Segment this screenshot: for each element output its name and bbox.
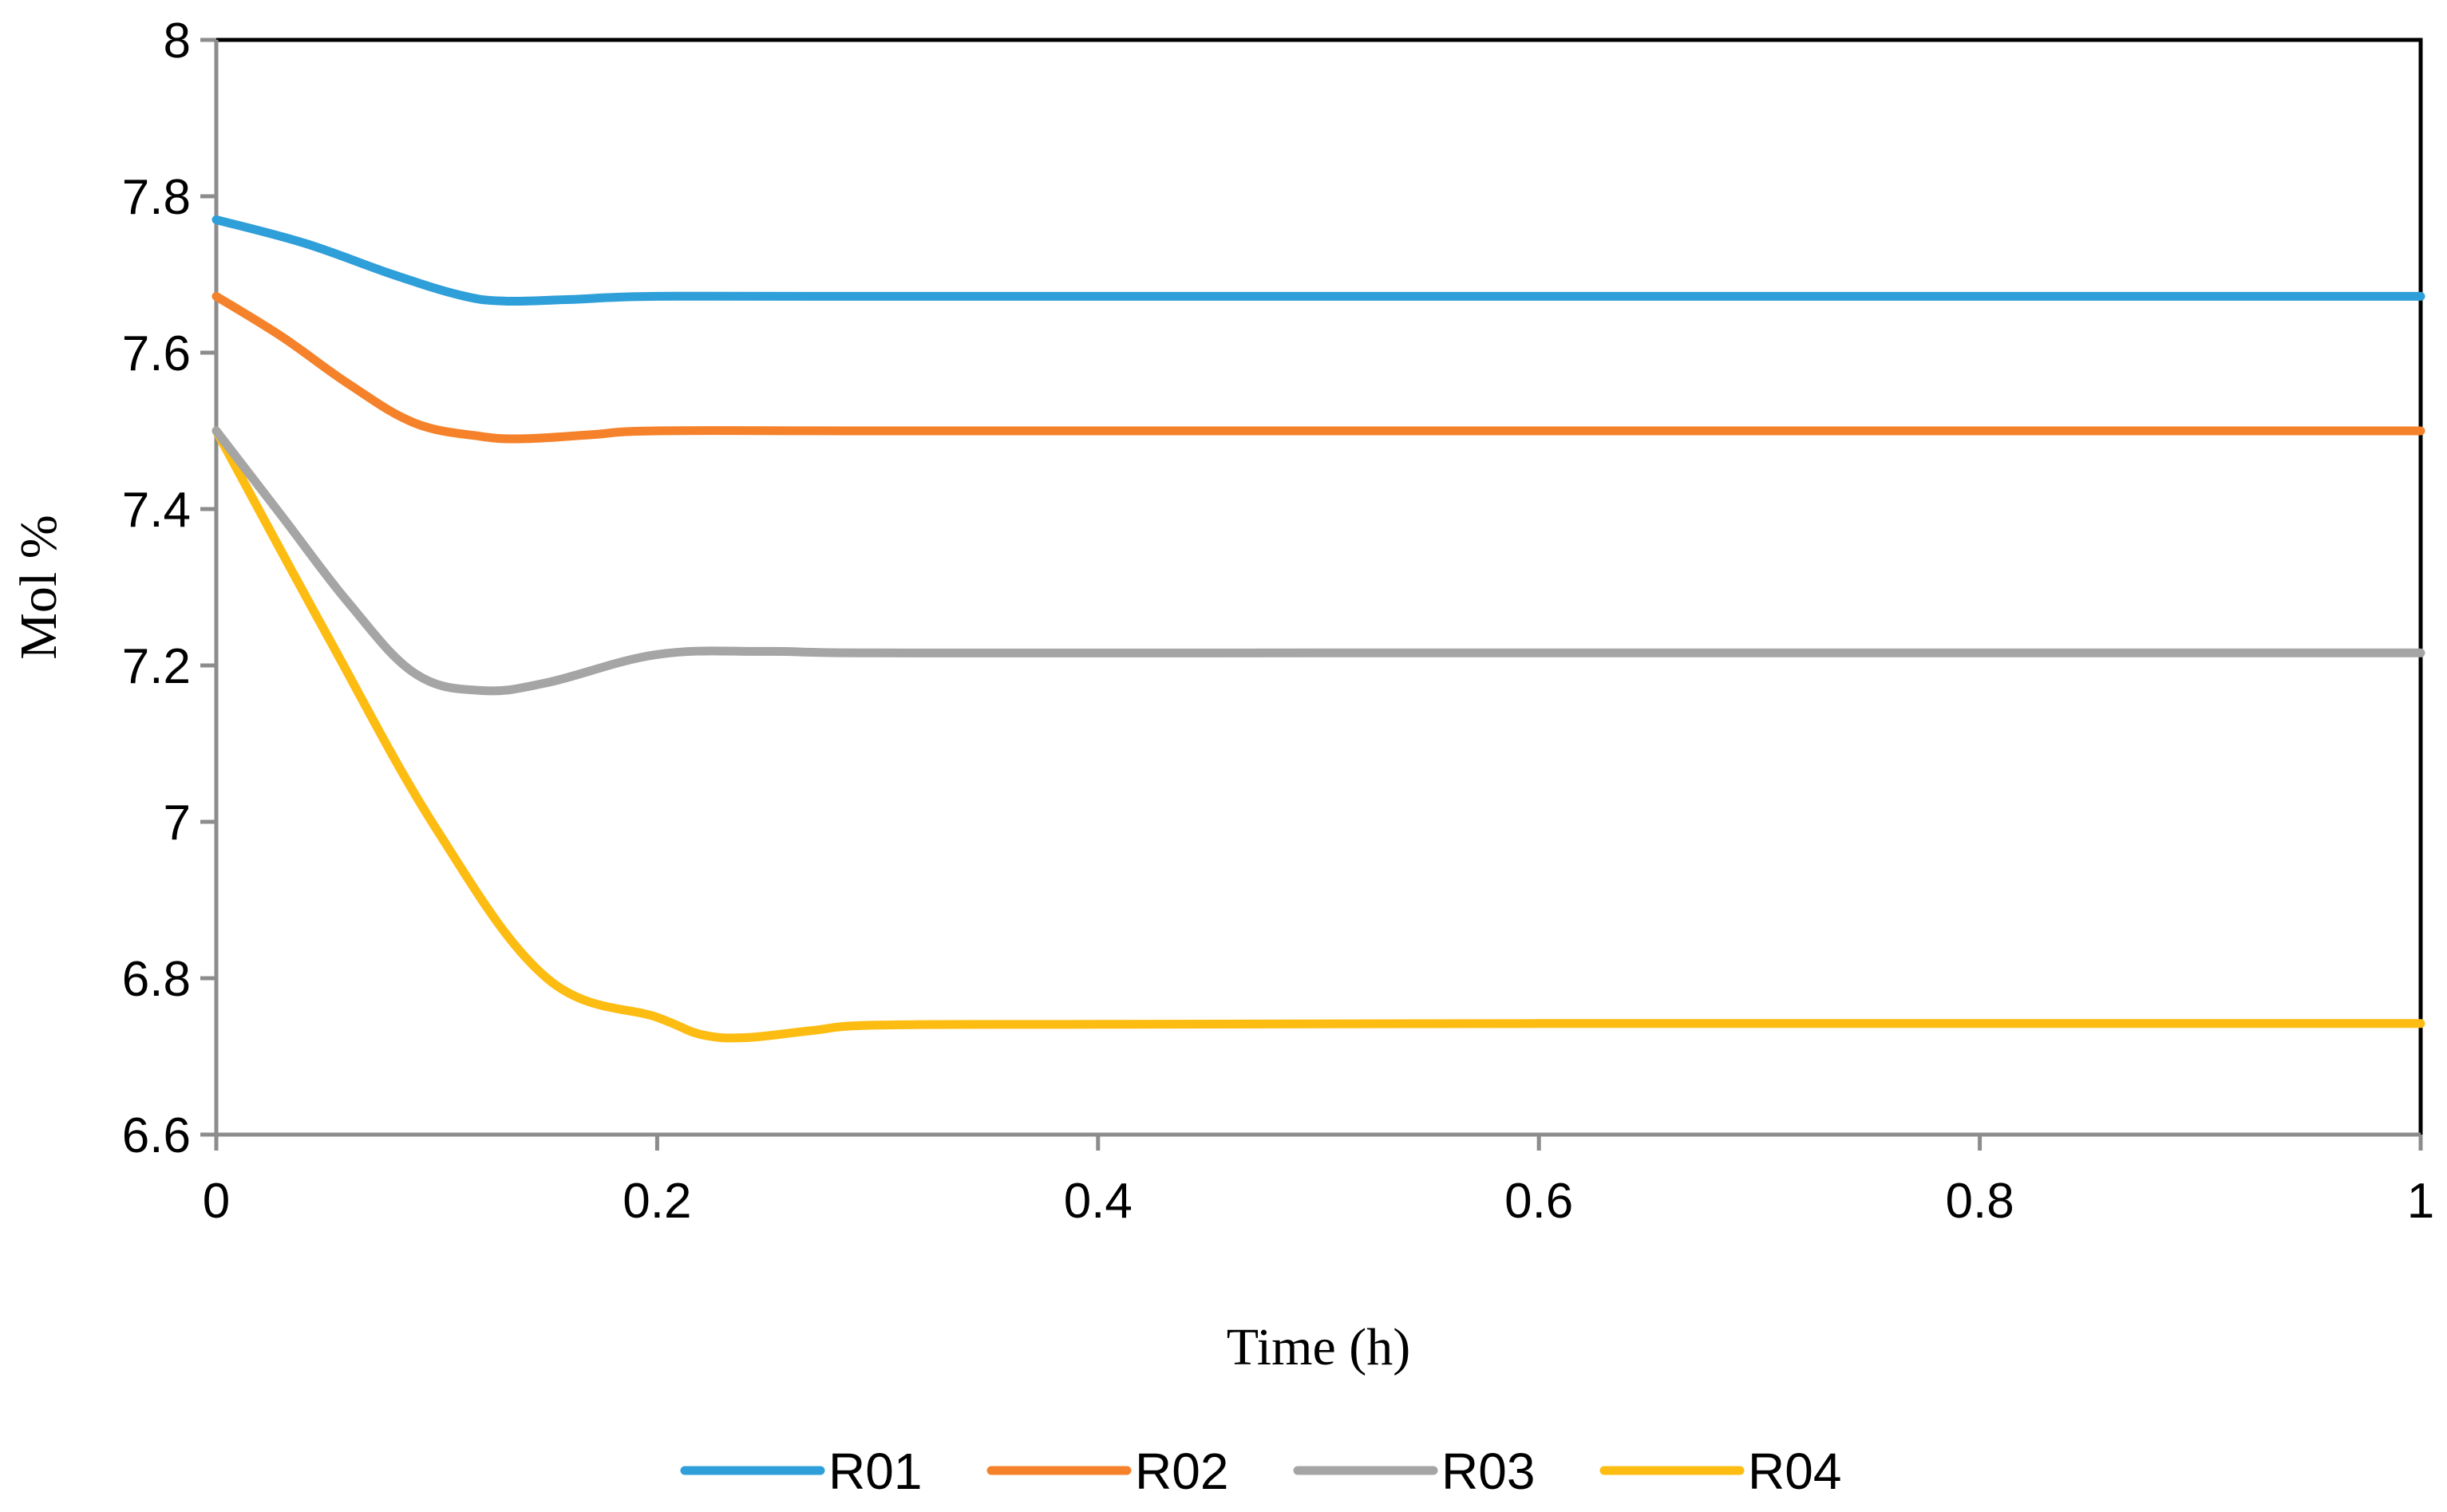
legend-label: R04 xyxy=(1748,1443,1841,1500)
series-lines xyxy=(211,215,2425,1043)
series-line-r02 xyxy=(211,291,2425,444)
y-tick-label: 7.2 xyxy=(122,639,191,694)
legend: R01 R02 R03 R04 xyxy=(680,1443,1841,1500)
legend-label: R01 xyxy=(828,1443,922,1500)
y-axis-title: Mol % xyxy=(10,515,68,660)
y-axis-ticks: 6.6 6.8 7 7.2 7.4 7.6 7.8 8 xyxy=(122,14,216,1163)
series-line-r01 xyxy=(211,215,2425,306)
series-line-r04 xyxy=(211,426,2425,1043)
y-tick-label: 7 xyxy=(164,795,191,851)
x-tick-label: 1 xyxy=(2407,1174,2434,1229)
y-tick-label: 8 xyxy=(164,14,191,69)
legend-item-r01: R01 xyxy=(680,1443,922,1500)
x-tick-label: 0.4 xyxy=(1064,1174,1133,1229)
legend-item-r03: R03 xyxy=(1293,1443,1535,1500)
x-tick-label: 0.2 xyxy=(623,1174,691,1229)
x-tick-label: 0 xyxy=(203,1174,230,1229)
legend-item-r04: R04 xyxy=(1599,1443,1841,1500)
x-axis-ticks: 0 0.2 0.4 0.6 0.8 1 xyxy=(203,1135,2434,1229)
series-line-r03 xyxy=(211,426,2425,696)
y-tick-label: 7.8 xyxy=(122,170,191,225)
plot-area-border xyxy=(214,38,2423,1137)
y-tick-label: 7.4 xyxy=(122,483,191,538)
legend-label: R03 xyxy=(1441,1443,1535,1500)
y-tick-label: 6.8 xyxy=(122,952,191,1007)
y-tick-label: 6.6 xyxy=(122,1108,191,1163)
x-tick-label: 0.8 xyxy=(1945,1174,2014,1229)
x-tick-label: 0.6 xyxy=(1504,1174,1573,1229)
legend-item-r02: R02 xyxy=(986,1443,1228,1500)
y-tick-label: 7.6 xyxy=(122,326,191,381)
legend-label: R02 xyxy=(1135,1443,1228,1500)
x-axis-title: Time (h) xyxy=(1227,1318,1410,1376)
